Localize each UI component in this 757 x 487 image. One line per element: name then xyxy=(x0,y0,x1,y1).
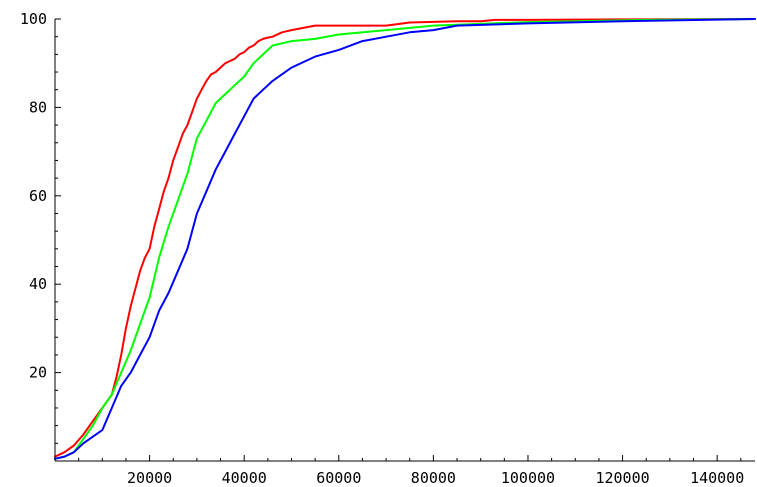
x-tick-label: 20000 xyxy=(127,469,172,487)
x-tick-label: 60000 xyxy=(316,469,361,487)
x-tick-label: 120000 xyxy=(595,469,649,487)
series-line-1 xyxy=(54,18,756,458)
y-tick-label: 60 xyxy=(29,187,47,205)
y-tick-label: 40 xyxy=(29,275,47,293)
series-line-2 xyxy=(54,18,756,460)
series-layer xyxy=(54,18,756,460)
series-line-3 xyxy=(54,18,756,460)
y-tick-label: 80 xyxy=(29,98,47,116)
ticks-layer: 20000 40000 60000 80000 100000 120000 140000 20… xyxy=(20,10,744,487)
y-tick-label: 100 xyxy=(20,10,47,28)
x-tick-label: 140000 xyxy=(690,469,744,487)
x-tick-label: 80000 xyxy=(411,469,456,487)
y-tick-label: 20 xyxy=(29,364,47,382)
x-tick-label: 100000 xyxy=(501,469,555,487)
axes-layer xyxy=(54,19,755,462)
x-tick-label: 40000 xyxy=(222,469,267,487)
